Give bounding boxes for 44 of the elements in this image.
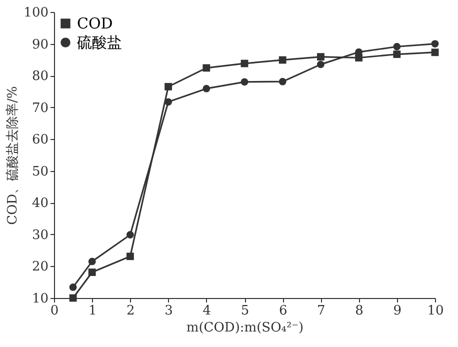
y-tick-label: 30 [32, 228, 48, 243]
point [431, 48, 439, 56]
point [316, 53, 324, 61]
point [240, 78, 248, 86]
point [431, 40, 439, 48]
y-tick-label: 40 [32, 196, 48, 212]
point [88, 258, 96, 266]
x-tick-label: 7 [317, 304, 326, 318]
legend-label: COD [77, 14, 113, 32]
point [126, 231, 134, 238]
y-tick-label: 20 [32, 260, 48, 275]
point [88, 268, 96, 276]
point [393, 50, 401, 58]
point [278, 78, 286, 86]
legend-label: 硫酸盐 [77, 34, 122, 52]
point [316, 60, 324, 68]
y-tick-label: 10 [32, 292, 48, 306]
point [164, 98, 172, 106]
y-tick-label: 50 [32, 164, 48, 180]
x-tick-label: 10 [427, 304, 444, 318]
y-tick-label: 90 [32, 37, 48, 52]
y-tick-label: 80 [32, 69, 48, 84]
point [126, 252, 134, 260]
x-tick-label: 6 [278, 304, 288, 318]
x-tick-label: 0 [50, 304, 59, 318]
y-tick-label: 100 [24, 6, 48, 20]
point [69, 294, 77, 302]
x-axis-title: m(COD):m(SO₄²⁻) [186, 320, 304, 336]
x-tick-label: 3 [164, 304, 173, 318]
y-tick-label: 70 [32, 100, 48, 116]
x-tick-label: 8 [355, 304, 364, 318]
point [278, 56, 286, 64]
y-axis-title: COD、硫酸盐去除率/% [4, 86, 21, 225]
y-tick-label: 60 [32, 132, 48, 148]
point [393, 42, 401, 50]
x-tick-label: 4 [202, 304, 212, 318]
point [202, 64, 210, 72]
point [69, 283, 77, 291]
point [164, 82, 172, 90]
x-tick-label: 2 [126, 304, 135, 318]
x-tick-label: 5 [240, 304, 250, 318]
point [202, 84, 210, 92]
x-tick-label: 1 [88, 304, 97, 318]
x-tick-label: 9 [393, 304, 402, 318]
